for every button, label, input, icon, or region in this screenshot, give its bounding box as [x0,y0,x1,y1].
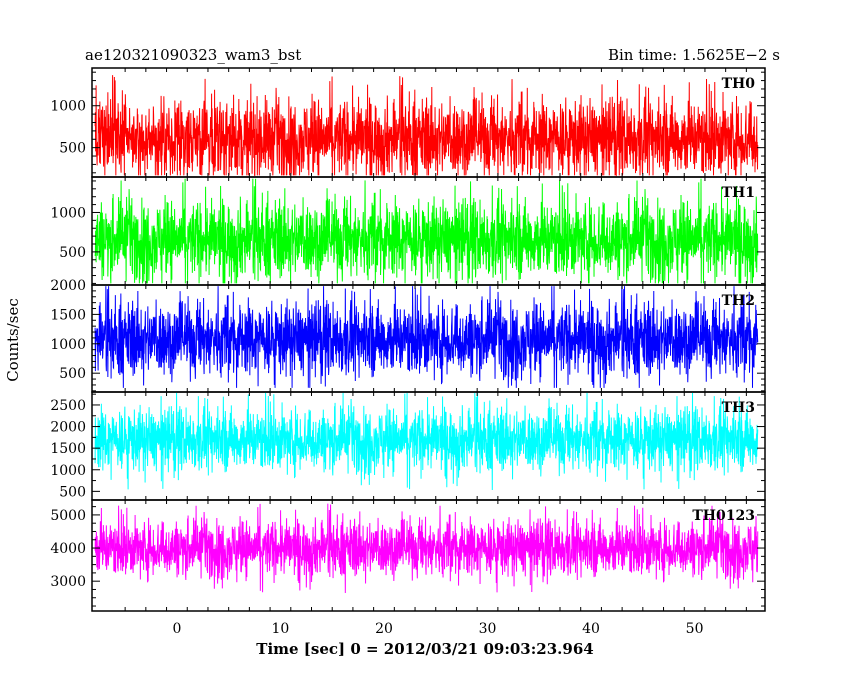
x-tick-label: 30 [479,621,497,637]
y-tick-label: 2000 [50,278,86,294]
panel-th3: 500 1000 1500 2000 2500 TH3 [50,391,766,501]
series-th0123 [94,503,759,593]
series-th0 [94,75,759,177]
panel-frame [91,499,766,612]
y-tick-label: 1000 [50,337,86,353]
series-th3 [94,392,759,491]
panel-th1: 500 1000 TH1 [50,176,766,286]
y-tick-label: 3000 [50,574,86,590]
panel-label: TH0123 [692,508,755,524]
x-tick-label: 0 [172,621,181,637]
y-axis-label: Counts/sec [4,298,22,382]
chart-title: ae120321090323_wam3_bst [85,46,301,64]
x-tick-label: 20 [375,621,393,637]
y-tick-label: 500 [59,484,86,500]
panel-label: TH2 [722,293,755,309]
y-tick-label: 1000 [50,205,86,221]
series-th2 [94,286,759,388]
panels-layer: 5001000TH05001000TH1500100015002000TH250… [50,67,766,637]
x-tick-label: 40 [582,621,600,637]
y-tick-label: 2000 [50,420,86,436]
y-tick-label: 1000 [50,99,86,115]
x-axis-label: Time [sec] 0 = 2012/03/21 09:03:23.964 [256,640,593,658]
y-tick-label: 1500 [50,307,86,323]
y-tick-label: 1500 [50,441,86,457]
y-tick-label: 2500 [50,398,86,414]
y-tick-label: 4000 [50,541,86,557]
y-tick-label: 500 [59,245,86,261]
y-tick-label: 500 [59,141,86,157]
panel-th2: 500 1000 1500 2000 TH2 [50,278,766,393]
panel-th0123: 3000 4000 5000 TH0123 [50,499,766,612]
panel-label: TH0 [722,76,756,92]
x-tick-label: 50 [686,621,704,637]
y-tick-label: 1000 [50,463,86,479]
panel-th0: 500 1000 TH0 [50,67,766,178]
y-tick-label: 500 [59,366,86,382]
x-tick-label: 10 [272,621,290,637]
bin-time-label: Bin time: 1.5625E−2 s [608,46,780,64]
y-tick-label: 5000 [50,508,86,524]
panel-label: TH3 [722,400,755,416]
series-th1 [94,178,759,284]
panel-label: TH1 [722,185,755,201]
